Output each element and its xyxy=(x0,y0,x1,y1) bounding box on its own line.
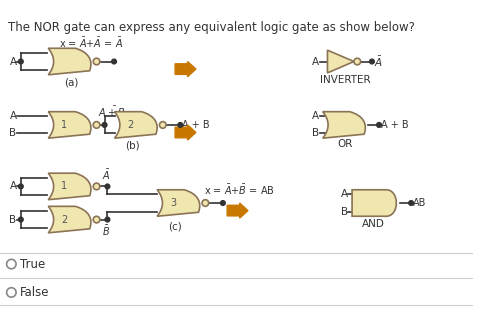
Text: OR: OR xyxy=(338,139,353,149)
Text: A: A xyxy=(10,111,16,121)
Text: A: A xyxy=(10,182,16,191)
Text: True: True xyxy=(20,258,45,271)
Text: 3: 3 xyxy=(170,198,176,208)
Circle shape xyxy=(93,121,100,128)
Text: $\bar{A}$: $\bar{A}$ xyxy=(102,168,110,182)
Text: INVERTER: INVERTER xyxy=(320,75,371,86)
Text: B: B xyxy=(10,128,16,138)
PathPatch shape xyxy=(352,190,397,216)
Text: 2: 2 xyxy=(128,120,134,130)
Text: $\bar{A+B}$: $\bar{A+B}$ xyxy=(98,105,125,119)
Circle shape xyxy=(376,122,382,127)
Circle shape xyxy=(220,201,226,205)
Circle shape xyxy=(409,201,414,205)
Circle shape xyxy=(93,216,100,223)
PathPatch shape xyxy=(114,112,157,138)
Text: A: A xyxy=(10,57,16,66)
Text: A: A xyxy=(340,190,348,199)
Text: The NOR gate can express any equivalent logic gate as show below?: The NOR gate can express any equivalent … xyxy=(8,21,414,34)
Circle shape xyxy=(18,59,23,64)
Circle shape xyxy=(18,217,23,222)
Text: x = $\bar{A}$+$\bar{A}$ = $\bar{A}$: x = $\bar{A}$+$\bar{A}$ = $\bar{A}$ xyxy=(58,36,122,50)
Text: B: B xyxy=(312,128,320,138)
Circle shape xyxy=(370,59,374,64)
Text: AB: AB xyxy=(413,198,426,208)
Text: A: A xyxy=(312,57,320,66)
PathPatch shape xyxy=(322,112,366,138)
Text: B: B xyxy=(340,206,348,217)
Circle shape xyxy=(178,122,182,127)
Text: (a): (a) xyxy=(64,77,78,87)
Polygon shape xyxy=(175,61,196,77)
Polygon shape xyxy=(175,125,196,140)
PathPatch shape xyxy=(48,48,91,75)
Circle shape xyxy=(112,59,116,64)
Text: $\bar{A}$: $\bar{A}$ xyxy=(374,54,383,69)
Text: 2: 2 xyxy=(61,215,68,225)
Polygon shape xyxy=(328,50,354,73)
PathPatch shape xyxy=(48,112,91,138)
Text: (c): (c) xyxy=(168,222,182,232)
Text: A + B: A + B xyxy=(182,120,210,130)
Circle shape xyxy=(354,58,360,65)
Text: (b): (b) xyxy=(125,141,140,151)
Polygon shape xyxy=(227,203,248,218)
Text: B: B xyxy=(10,215,16,225)
Circle shape xyxy=(6,259,16,269)
Text: AND: AND xyxy=(362,219,386,229)
Circle shape xyxy=(102,122,107,127)
Circle shape xyxy=(93,58,100,65)
Circle shape xyxy=(18,184,23,189)
Circle shape xyxy=(93,183,100,190)
Text: 1: 1 xyxy=(62,182,68,191)
PathPatch shape xyxy=(48,206,91,233)
Text: A: A xyxy=(312,111,320,121)
Circle shape xyxy=(6,288,16,297)
Text: A + B: A + B xyxy=(381,120,408,130)
PathPatch shape xyxy=(157,190,200,216)
Circle shape xyxy=(105,184,110,189)
Text: x = $\bar{A}$+$\bar{B}$ = AB: x = $\bar{A}$+$\bar{B}$ = AB xyxy=(204,183,274,197)
PathPatch shape xyxy=(48,173,91,200)
Text: $\bar{B}$: $\bar{B}$ xyxy=(102,224,110,238)
Circle shape xyxy=(202,200,208,206)
Text: False: False xyxy=(20,286,50,299)
Circle shape xyxy=(160,121,166,128)
Circle shape xyxy=(105,217,110,222)
Text: 1: 1 xyxy=(62,120,68,130)
